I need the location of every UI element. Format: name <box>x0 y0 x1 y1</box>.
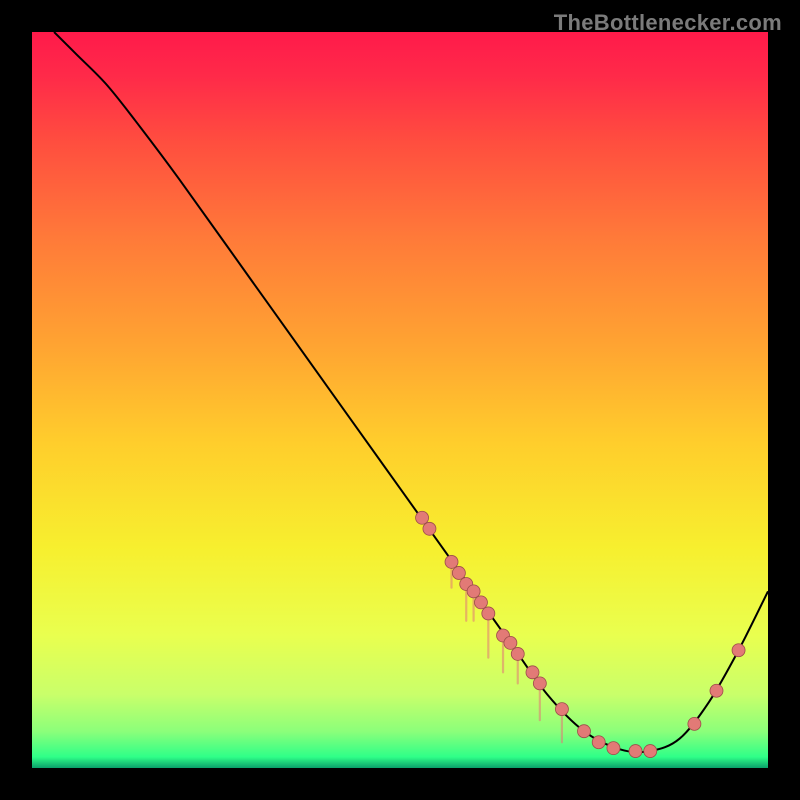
data-marker <box>732 644 745 657</box>
chart-svg <box>32 32 768 768</box>
data-marker <box>688 717 701 730</box>
data-marker <box>467 585 480 598</box>
data-marker <box>629 745 642 758</box>
data-marker <box>555 703 568 716</box>
data-marker <box>452 566 465 579</box>
data-marker <box>511 647 524 660</box>
data-marker <box>416 511 429 524</box>
data-marker <box>445 555 458 568</box>
data-marker <box>533 677 546 690</box>
attribution-label: TheBottlenecker.com <box>554 10 782 36</box>
data-marker <box>644 745 657 758</box>
data-marker <box>474 596 487 609</box>
data-markers <box>416 511 745 757</box>
data-marker <box>578 725 591 738</box>
data-marker <box>423 522 436 535</box>
data-marker <box>592 736 605 749</box>
data-marker <box>482 607 495 620</box>
data-marker <box>710 684 723 697</box>
data-marker <box>526 666 539 679</box>
data-marker <box>607 742 620 755</box>
bottleneck-curve <box>54 32 768 752</box>
data-marker <box>504 636 517 649</box>
chart-plot-area <box>32 32 768 768</box>
